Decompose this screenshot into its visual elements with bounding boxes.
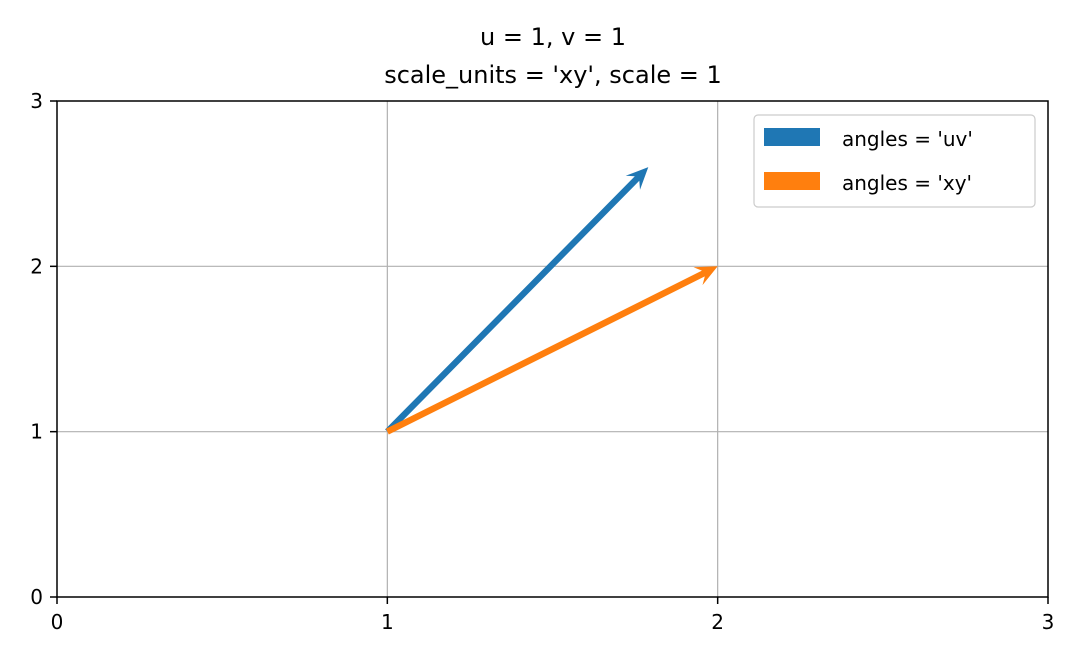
chart-title: u = 1, v = 1 <box>480 23 626 51</box>
arrow-xy <box>385 266 718 435</box>
legend-label-xy: angles = 'xy' <box>842 171 972 195</box>
y-tick-label: 1 <box>30 420 43 444</box>
y-tick-label: 3 <box>30 89 43 113</box>
arrow-layer <box>385 167 718 435</box>
chart-subtitle: scale_units = 'xy', scale = 1 <box>384 61 722 89</box>
x-tick-label: 2 <box>711 610 724 634</box>
legend: angles = 'uv' angles = 'xy' <box>753 114 1036 208</box>
plot-frame <box>56 100 1049 598</box>
y-tick-label: 0 <box>30 585 43 609</box>
legend-swatch-xy <box>764 172 820 190</box>
legend-box <box>753 114 1036 208</box>
axis-ticks: 0 1 2 3 0 1 2 3 <box>30 89 1054 634</box>
x-tick-label: 3 <box>1042 610 1055 634</box>
x-tick-label: 0 <box>51 610 64 634</box>
arrow-uv <box>385 167 649 434</box>
legend-label-uv: angles = 'uv' <box>842 127 973 151</box>
y-tick-label: 2 <box>30 254 43 278</box>
legend-swatch-uv <box>764 128 820 146</box>
x-tick-label: 1 <box>381 610 394 634</box>
